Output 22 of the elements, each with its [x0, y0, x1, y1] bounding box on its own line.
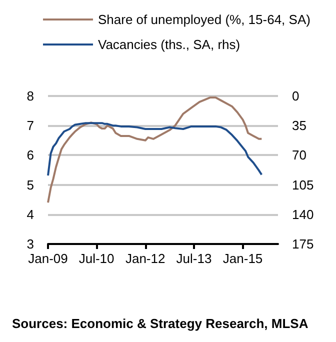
legend-label: Share of unemployed (%, 15-64, SA) — [98, 12, 310, 27]
y2-tick-label: 0 — [292, 88, 300, 104]
y-tick-label: 4 — [26, 206, 34, 222]
x-tick-label: Jan-15 — [222, 251, 263, 266]
x-tick-label: Jul-13 — [176, 251, 212, 266]
y-tick-label: 8 — [26, 88, 34, 104]
y2-tick-label: 35 — [292, 118, 306, 134]
source-note: Sources: Economic & Strategy Research, MLSA — [12, 316, 309, 331]
y-tick-label: 7 — [26, 118, 34, 134]
y2-tick-label: 70 — [292, 148, 306, 163]
line-series — [47, 122, 263, 176]
x-tick-label: Jan-09 — [28, 251, 68, 266]
line-series — [47, 96, 263, 204]
x-tick-label: Jan-12 — [125, 251, 166, 266]
x-tick-label: Jul-10 — [78, 251, 114, 266]
y2-tick-label: 175 — [292, 236, 314, 252]
y-tick-label: 6 — [26, 148, 34, 163]
y-tick-label: 5 — [26, 177, 34, 192]
y-tick-label: 3 — [26, 236, 34, 252]
y2-tick-label: 140 — [292, 206, 314, 222]
y2-tick-label: 105 — [292, 177, 314, 192]
legend-label: Vacancies (ths., SA, rhs) — [98, 37, 240, 52]
